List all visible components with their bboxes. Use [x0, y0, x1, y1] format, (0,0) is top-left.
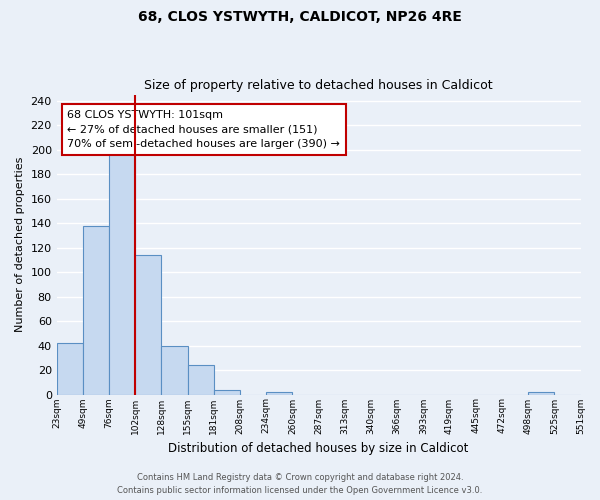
Text: Contains HM Land Registry data © Crown copyright and database right 2024.
Contai: Contains HM Land Registry data © Crown c…	[118, 474, 482, 495]
Bar	[56, 343, 83, 394]
Title: Size of property relative to detached houses in Caldicot: Size of property relative to detached ho…	[144, 79, 493, 92]
X-axis label: Distribution of detached houses by size in Caldicot: Distribution of detached houses by size …	[169, 442, 469, 455]
Y-axis label: Number of detached properties: Number of detached properties	[15, 157, 25, 332]
Text: 68, CLOS YSTWYTH, CALDICOT, NP26 4RE: 68, CLOS YSTWYTH, CALDICOT, NP26 4RE	[138, 10, 462, 24]
Bar	[266, 392, 292, 394]
Bar	[214, 390, 240, 394]
Bar	[135, 255, 161, 394]
Bar	[528, 392, 554, 394]
Bar	[109, 147, 135, 394]
Bar	[83, 226, 109, 394]
Bar	[161, 346, 188, 395]
Text: 68 CLOS YSTWYTH: 101sqm
← 27% of detached houses are smaller (151)
70% of semi-d: 68 CLOS YSTWYTH: 101sqm ← 27% of detache…	[67, 110, 340, 149]
Bar	[188, 365, 214, 394]
